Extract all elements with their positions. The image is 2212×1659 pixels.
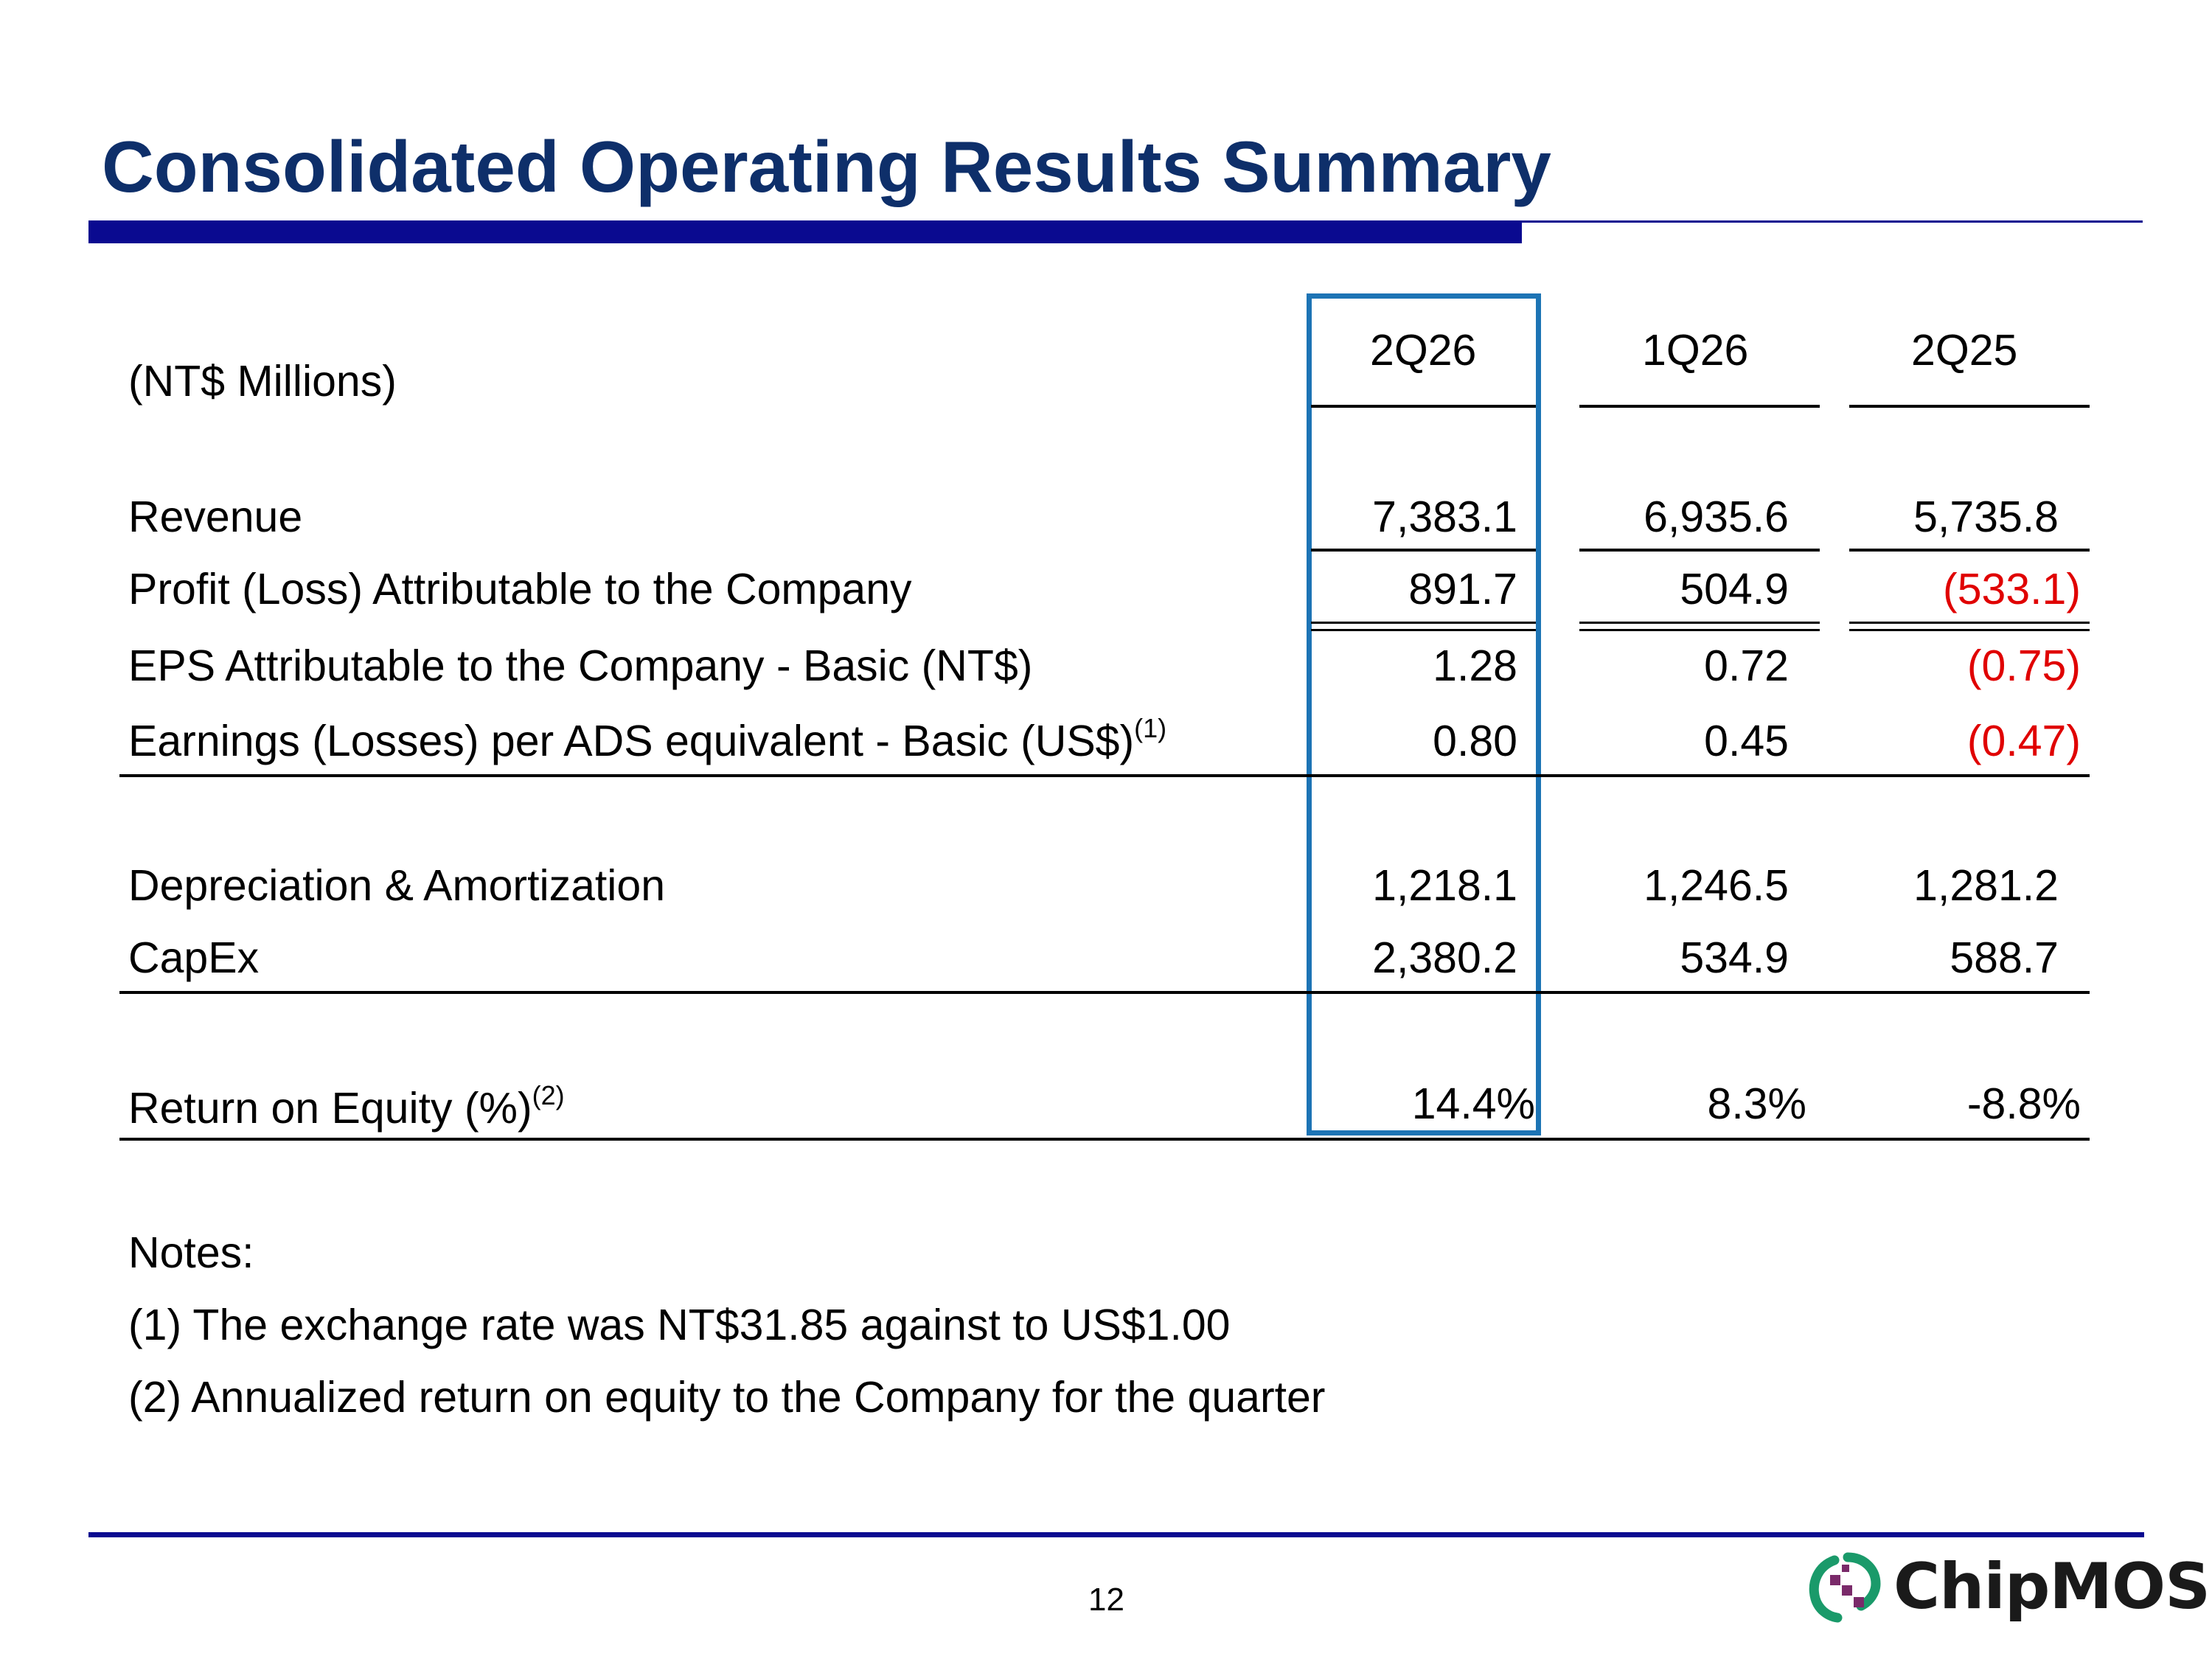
profit-double-underline-col1-b bbox=[1311, 629, 1536, 631]
revenue-underline-col1 bbox=[1311, 549, 1536, 552]
chipmos-logo-icon bbox=[1809, 1552, 1881, 1623]
column-header-1q26: 1Q26 bbox=[1642, 326, 1749, 375]
cell-roe-1q26: 8.3% bbox=[1707, 1079, 1806, 1128]
note-2: (2) Annualized return on equity to the C… bbox=[128, 1373, 1326, 1422]
section-divider-1 bbox=[119, 774, 2090, 777]
footnote-marker-1: (1) bbox=[1134, 713, 1167, 743]
cell-depreciation-2q26: 1,218.1 bbox=[1372, 861, 1517, 910]
profit-double-underline-col3-b bbox=[1849, 629, 2090, 631]
title-underline-rule bbox=[1522, 220, 2143, 223]
cell-eps-ntd-2q26: 1.28 bbox=[1433, 641, 1517, 690]
row-label-capex: CapEx bbox=[128, 933, 260, 982]
header-underline-col1 bbox=[1311, 405, 1536, 408]
cell-profit-2q26: 891.7 bbox=[1408, 565, 1517, 613]
cell-roe-2q26: 14.4% bbox=[1411, 1079, 1535, 1128]
header-underline-col3 bbox=[1849, 405, 2090, 408]
unit-label: (NT$ Millions) bbox=[128, 357, 397, 406]
cell-capex-2q26: 2,380.2 bbox=[1372, 933, 1517, 982]
cell-roe-2q25: -8.8% bbox=[1966, 1079, 2081, 1128]
cell-eps-ntd-2q25: (0.75) bbox=[1966, 641, 2081, 690]
row-label-revenue: Revenue bbox=[128, 493, 303, 541]
header-underline-col2 bbox=[1579, 405, 1820, 408]
cell-depreciation-2q25: 1,281.2 bbox=[1913, 861, 2059, 910]
note-1: (1) The exchange rate was NT$31.85 again… bbox=[128, 1301, 1231, 1349]
row-label-eps-ads: Earnings (Losses) per ADS equivalent - B… bbox=[128, 715, 1166, 765]
profit-double-underline-col3-a bbox=[1849, 622, 2090, 624]
cell-revenue-2q26: 7,383.1 bbox=[1372, 493, 1517, 541]
section-divider-2 bbox=[119, 991, 2090, 994]
row-label-roe: Return on Equity (%)(2) bbox=[128, 1082, 565, 1133]
profit-double-underline-col1-a bbox=[1311, 622, 1536, 624]
footer-rule bbox=[88, 1532, 2144, 1537]
profit-double-underline-col2-a bbox=[1579, 622, 1820, 624]
revenue-underline-col3 bbox=[1849, 549, 2090, 552]
current-quarter-highlight bbox=[1307, 293, 1541, 1135]
cell-eps-ntd-1q26: 0.72 bbox=[1704, 641, 1789, 690]
cell-capex-1q26: 534.9 bbox=[1680, 933, 1789, 982]
row-label-profit: Profit (Loss) Attributable to the Compan… bbox=[128, 565, 912, 613]
page-number: 12 bbox=[1088, 1582, 1124, 1618]
cell-profit-2q25: (533.1) bbox=[1943, 565, 2081, 613]
section-divider-3 bbox=[119, 1138, 2090, 1141]
row-label-eps-ads-text: Earnings (Losses) per ADS equivalent - B… bbox=[128, 717, 1135, 765]
cell-profit-1q26: 504.9 bbox=[1680, 565, 1789, 613]
cell-revenue-2q25: 5,735.8 bbox=[1913, 493, 2059, 541]
row-label-roe-text: Return on Equity (%) bbox=[128, 1084, 532, 1133]
column-header-2q26: 2Q26 bbox=[1370, 326, 1477, 375]
profit-double-underline-col2-b bbox=[1579, 629, 1820, 631]
cell-revenue-1q26: 6,935.6 bbox=[1644, 493, 1789, 541]
cell-depreciation-1q26: 1,246.5 bbox=[1644, 861, 1789, 910]
notes-heading: Notes: bbox=[128, 1228, 254, 1277]
row-label-eps-ntd: EPS Attributable to the Company - Basic … bbox=[128, 641, 1033, 690]
cell-capex-2q25: 588.7 bbox=[1950, 933, 2059, 982]
cell-eps-ads-1q26: 0.45 bbox=[1704, 717, 1789, 765]
row-label-depreciation: Depreciation & Amortization bbox=[128, 861, 666, 910]
chipmos-logo-text: ChipMOS bbox=[1893, 1550, 2211, 1624]
page-title: Consolidated Operating Results Summary bbox=[102, 126, 1551, 207]
column-header-2q25: 2Q25 bbox=[1911, 326, 2018, 375]
cell-eps-ads-2q25: (0.47) bbox=[1966, 717, 2081, 765]
title-underline-bar bbox=[88, 220, 1522, 243]
revenue-underline-col2 bbox=[1579, 549, 1820, 552]
footnote-marker-2: (2) bbox=[532, 1080, 565, 1110]
cell-eps-ads-2q26: 0.80 bbox=[1433, 717, 1517, 765]
